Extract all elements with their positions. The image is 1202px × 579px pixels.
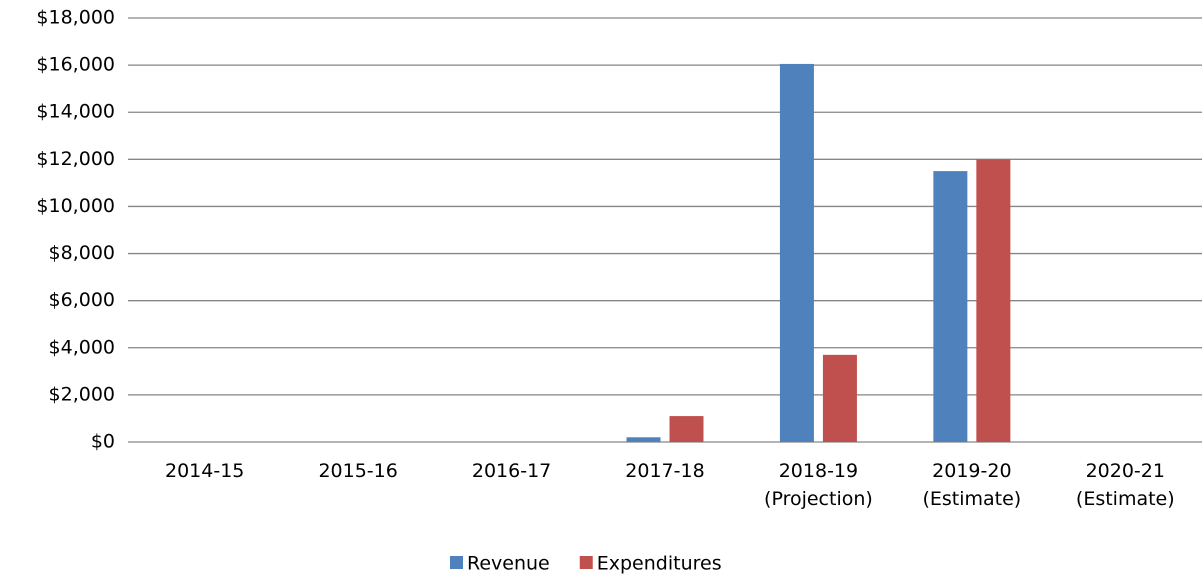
legend-label: Expenditures: [597, 553, 722, 575]
y-tick-label: $2,000: [49, 383, 115, 405]
legend-swatch: [450, 556, 463, 569]
bar: [669, 416, 704, 442]
y-tick-label: $16,000: [36, 54, 115, 76]
y-tick-label: $14,000: [36, 101, 115, 123]
x-tick-label: 2019-20 (Estimate): [922, 460, 1022, 510]
y-tick-label: $12,000: [36, 148, 115, 170]
y-tick-label: $4,000: [49, 336, 115, 358]
y-tick-label: $10,000: [36, 195, 115, 217]
bar: [822, 354, 857, 442]
y-tick-label: $8,000: [49, 242, 115, 264]
bar: [626, 437, 661, 442]
x-tick-label: 2017-18: [625, 460, 705, 482]
y-tick-label: $0: [91, 431, 115, 453]
bar: [976, 159, 1011, 443]
x-tick-label: 2016-17: [471, 460, 552, 482]
y-tick-label: $18,000: [36, 7, 115, 29]
bar: [779, 63, 814, 442]
x-tick-label: 2015-16: [318, 460, 398, 482]
x-tick-label: 2020-21 (Estimate): [1075, 460, 1175, 510]
x-tick-label: 2014-15: [165, 460, 245, 482]
legend-label: Revenue: [467, 553, 550, 575]
y-tick-label: $6,000: [49, 289, 115, 311]
x-tick-label: 2018-19 (Projection): [764, 460, 873, 510]
legend-swatch: [579, 556, 593, 569]
bar: [933, 171, 968, 442]
